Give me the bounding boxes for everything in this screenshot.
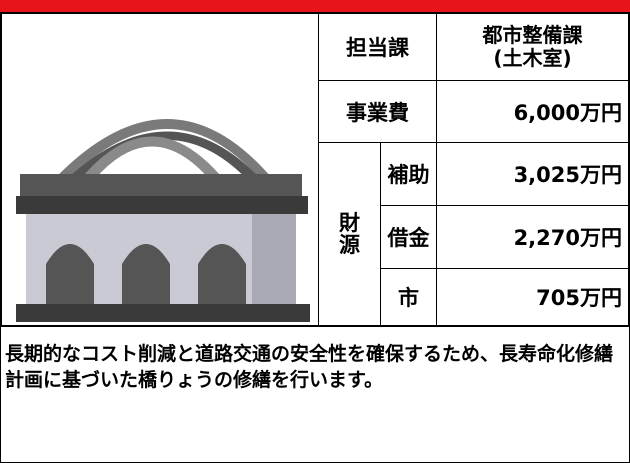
label-cell: 財 源 bbox=[318, 142, 381, 326]
value: (土木室) bbox=[493, 46, 572, 70]
value-cell: 2,270万円 bbox=[436, 205, 630, 269]
label-cell: 借金 bbox=[380, 205, 437, 269]
label-cell: 補助 bbox=[380, 142, 437, 206]
image-cell bbox=[0, 12, 319, 326]
label-cell: 市 bbox=[380, 268, 437, 326]
label: 事業費 bbox=[346, 100, 409, 125]
header-bar bbox=[0, 0, 630, 12]
value: 705万円 bbox=[536, 286, 622, 310]
value-cell: 705万円 bbox=[436, 268, 630, 326]
label-cell: 担当課 bbox=[318, 12, 437, 81]
label: 財 bbox=[339, 211, 360, 235]
value: 3,025万円 bbox=[513, 163, 622, 187]
value-cell: 3,025万円 bbox=[436, 142, 630, 206]
value-cell: 都市整備課 (土木室) bbox=[436, 12, 630, 81]
label: 源 bbox=[339, 233, 360, 257]
value: 都市整備課 bbox=[482, 23, 583, 47]
label-cell: 事業費 bbox=[318, 80, 437, 143]
description: 長期的なコスト削減と道路交通の安全性を確保するため、長寿命化修繕計画に基づいた橋… bbox=[0, 325, 630, 463]
bridge-illustration bbox=[16, 119, 310, 322]
value: 2,270万円 bbox=[513, 226, 622, 250]
value-cell: 6,000万円 bbox=[436, 80, 630, 143]
value: 6,000万円 bbox=[513, 100, 622, 125]
label: 補助 bbox=[387, 163, 430, 187]
label: 担当課 bbox=[346, 36, 409, 60]
label: 借金 bbox=[387, 226, 430, 250]
label: 市 bbox=[398, 286, 419, 310]
